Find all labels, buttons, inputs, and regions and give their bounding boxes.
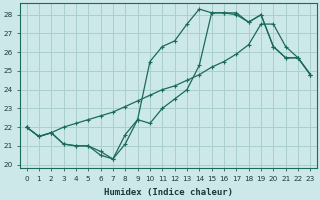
X-axis label: Humidex (Indice chaleur): Humidex (Indice chaleur) [104, 188, 233, 197]
